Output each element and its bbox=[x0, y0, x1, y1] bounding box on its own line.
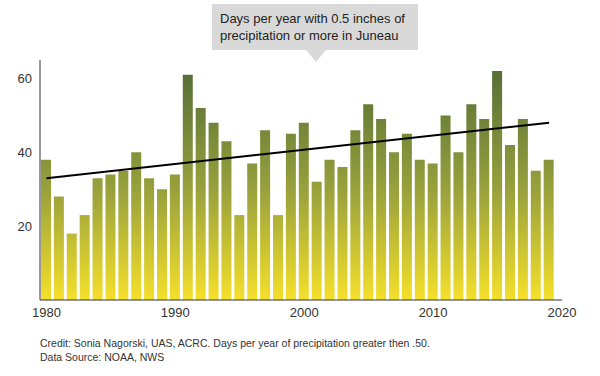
svg-text:40: 40 bbox=[18, 145, 32, 160]
svg-text:20: 20 bbox=[18, 219, 32, 234]
svg-text:60: 60 bbox=[18, 71, 32, 86]
html-text:Credit: Sonia Nagorski, UAS, A: Credit: Sonia Nagorski, UAS, ACRC. Days … bbox=[40, 337, 430, 349]
svg-text:2020: 2020 bbox=[548, 305, 577, 320]
svg-text:1990: 1990 bbox=[161, 305, 190, 320]
svg-text:2010: 2010 bbox=[419, 305, 448, 320]
html-text:Days per year with 0.5 inches: Days per year with 0.5 inches of precipi… bbox=[220, 11, 405, 43]
svg-text:1980: 1980 bbox=[32, 305, 61, 320]
svg-text:2000: 2000 bbox=[290, 305, 319, 320]
html-text:Data Source: NOAA, NWS: Data Source: NOAA, NWS bbox=[40, 351, 165, 363]
